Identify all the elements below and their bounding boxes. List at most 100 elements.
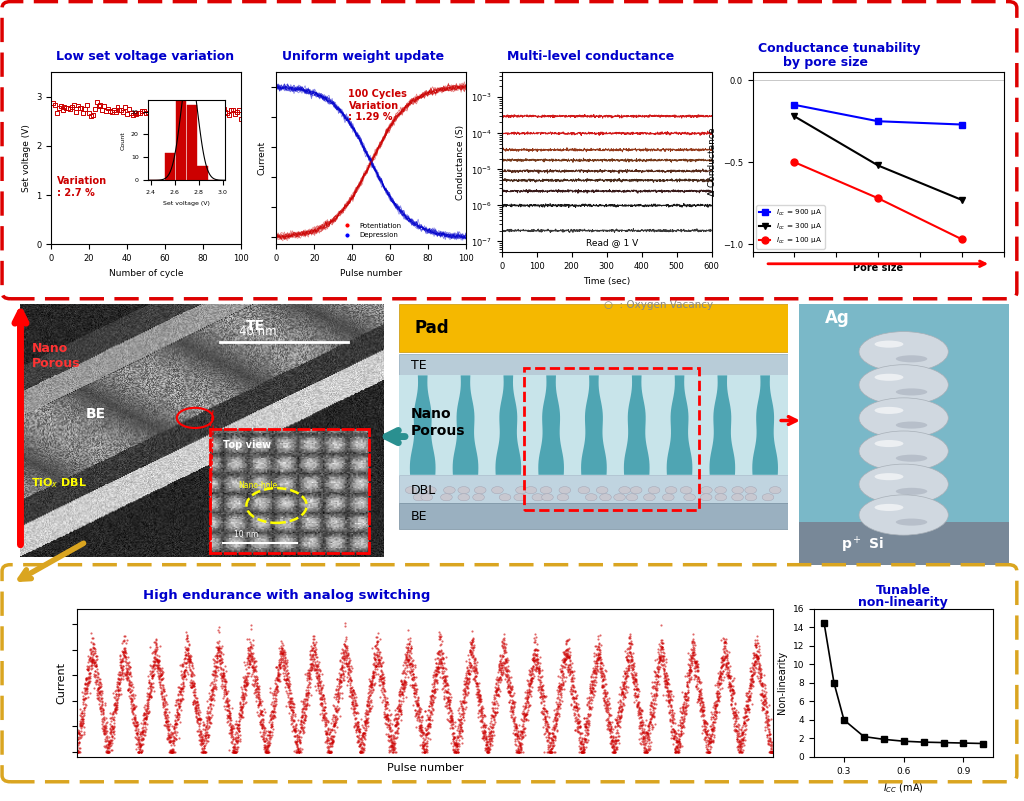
Point	[129, 729, 145, 742]
Point	[686, 654, 702, 667]
Point	[513, 742, 529, 755]
Point	[521, 663, 538, 676]
Point	[633, 703, 649, 716]
Point	[326, 708, 342, 721]
Point	[528, 652, 545, 665]
Point	[449, 738, 465, 751]
Point	[284, 701, 300, 714]
Point	[171, 680, 187, 693]
Point	[694, 695, 711, 708]
Point	[223, 727, 240, 740]
Point	[456, 682, 472, 695]
Point	[634, 718, 650, 731]
Point	[652, 654, 669, 666]
Point	[208, 646, 224, 659]
Point	[539, 734, 555, 747]
Point	[691, 694, 708, 706]
Point	[127, 718, 143, 731]
Point	[370, 660, 386, 673]
Point	[517, 698, 534, 711]
Point	[73, 720, 89, 733]
Point	[745, 675, 762, 688]
Point	[70, 733, 86, 746]
Point	[230, 714, 247, 727]
Point	[606, 743, 623, 756]
Point	[546, 729, 562, 742]
Point	[176, 666, 193, 679]
Point	[227, 746, 244, 759]
Point	[568, 713, 585, 726]
Point	[105, 711, 122, 724]
Point	[220, 743, 237, 756]
Point	[481, 735, 498, 747]
Point	[159, 718, 175, 731]
Point	[218, 692, 234, 705]
Point	[108, 106, 124, 119]
Point	[626, 656, 642, 669]
Point	[467, 664, 483, 677]
Point	[490, 658, 507, 671]
Point	[410, 692, 426, 705]
Point	[651, 660, 668, 673]
Point	[355, 743, 372, 756]
Point	[142, 691, 159, 704]
Point	[497, 653, 513, 666]
Point	[639, 731, 655, 744]
Point	[290, 743, 306, 756]
Point	[527, 664, 544, 677]
Point	[218, 688, 234, 701]
Text: Pad: Pad	[415, 319, 450, 336]
Point	[99, 735, 116, 747]
Point	[621, 637, 637, 650]
Point	[77, 678, 93, 690]
Point	[77, 700, 93, 713]
Point	[527, 664, 544, 677]
Point	[420, 726, 436, 739]
Point	[447, 746, 464, 759]
Point	[567, 700, 584, 713]
Point	[172, 688, 188, 701]
Point	[47, 99, 63, 111]
Point	[540, 728, 556, 741]
Point	[528, 662, 545, 674]
Point	[283, 697, 299, 710]
Point	[486, 715, 503, 728]
Point	[689, 673, 706, 686]
Point	[400, 652, 417, 665]
Point	[449, 746, 465, 759]
Point	[764, 746, 780, 759]
Point	[714, 650, 730, 663]
Point	[494, 657, 510, 670]
Point	[431, 645, 447, 658]
Point	[549, 704, 565, 717]
Point	[453, 729, 469, 742]
Point	[678, 708, 694, 721]
Point	[644, 706, 660, 719]
Point	[750, 653, 766, 666]
Point	[234, 710, 251, 723]
Point	[695, 707, 712, 720]
Point	[631, 707, 647, 720]
Point	[434, 661, 451, 674]
Point	[335, 667, 351, 680]
Point	[755, 703, 771, 716]
Point	[586, 655, 602, 668]
Point	[394, 666, 411, 679]
Point	[713, 666, 729, 678]
Point	[721, 670, 737, 682]
Point	[178, 642, 195, 655]
Point	[719, 666, 735, 679]
Point	[370, 650, 386, 662]
Point	[559, 645, 575, 658]
Point	[611, 701, 628, 714]
Point	[384, 739, 400, 751]
Ellipse shape	[874, 407, 903, 414]
Point	[354, 743, 371, 755]
Point	[288, 746, 304, 759]
Point	[262, 721, 279, 734]
Point	[178, 643, 195, 656]
Point	[510, 735, 526, 747]
Point	[765, 746, 781, 759]
Point	[114, 655, 130, 668]
Point	[123, 697, 139, 710]
